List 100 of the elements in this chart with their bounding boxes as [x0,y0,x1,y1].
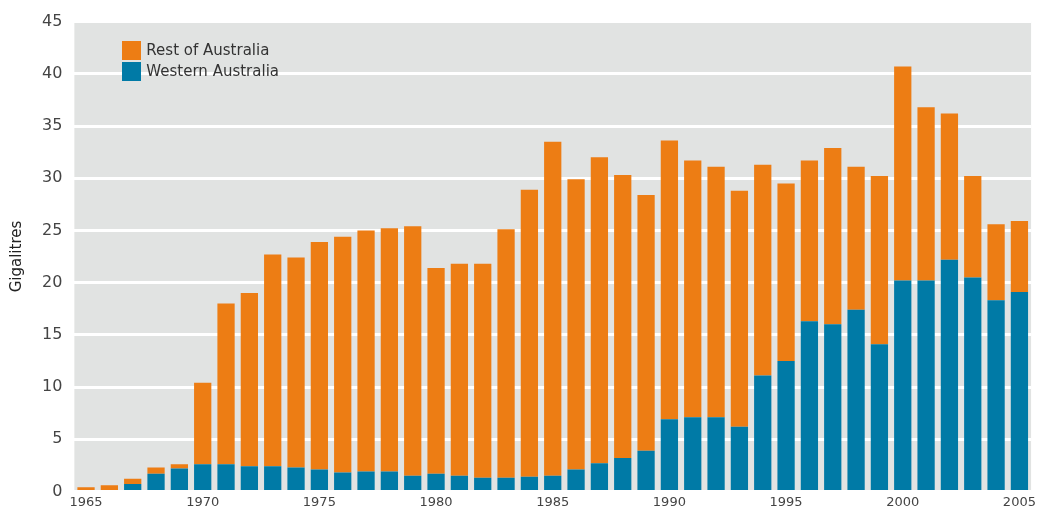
bar [894,66,912,281]
x-tick-label: 1985 [536,493,570,509]
bar [614,175,632,458]
x-tick-label: 2000 [886,493,920,509]
bar [497,229,515,478]
bar [707,417,725,490]
bar [287,257,305,468]
bar [777,360,795,490]
bar [474,477,492,490]
bar [404,226,422,476]
x-tick-label: 1970 [186,493,220,509]
bar [287,467,305,490]
bar [964,176,982,278]
bar [660,419,679,490]
bar [544,475,562,490]
bar [240,293,259,467]
bar [917,280,935,490]
legend-label: Western Australia [146,60,279,82]
bar [684,160,702,418]
bar [100,485,118,490]
bar [474,263,492,478]
y-tick-label: 35 [42,115,63,135]
bar [264,466,282,490]
bar [894,280,912,490]
bar [170,468,188,490]
bar [870,176,889,345]
bar [450,475,469,490]
bar [427,473,445,490]
y-tick-label: 10 [42,376,63,396]
bar [520,189,539,477]
bar [800,160,819,322]
bar [264,254,282,467]
bar [940,113,959,260]
bar [870,344,889,490]
bar [147,473,165,490]
bar [194,382,212,465]
bar [917,107,935,281]
y-tick-label: 25 [42,219,63,239]
bar [194,464,212,490]
legend-label: Rest of Australia [146,39,270,61]
bar [427,267,445,474]
bar [824,147,842,325]
bar [847,166,865,310]
bar [124,484,142,490]
bar [497,477,515,490]
bar [590,463,609,490]
bar [544,141,562,476]
bar [777,183,795,361]
bar [707,166,725,418]
bar [987,300,1005,490]
bar [1010,292,1029,490]
y-tick-label: 40 [42,62,63,82]
y-axis-title: Gigalitres [6,220,25,293]
bar [567,469,585,490]
bar [77,487,95,490]
bar [357,471,375,490]
bar [614,457,632,490]
bar [380,228,399,472]
x-tick-label: 1965 [69,493,103,509]
y-tick-label: 30 [42,167,63,187]
x-tick-label: 1995 [769,493,803,509]
y-tick-label: 20 [42,271,63,291]
bar [567,179,585,470]
bar [684,417,702,490]
bar [964,277,982,490]
bar [217,464,235,490]
bar [170,464,188,469]
bar [450,263,469,476]
bar [637,194,655,451]
bar [334,472,352,490]
x-tick-label: 1990 [652,493,686,509]
y-tick-label: 45 [42,10,63,30]
bar [334,236,352,473]
y-tick-label: 15 [42,323,63,343]
bar [847,309,865,490]
bar [404,475,422,490]
bar [124,478,142,485]
bar [754,375,772,490]
bar [754,164,772,376]
x-tick-label: 2005 [1002,493,1036,509]
bar [240,466,259,490]
bar [637,450,655,490]
bar [310,469,329,490]
bar [1010,221,1029,292]
bar [147,467,165,474]
bar [590,157,609,464]
bar [380,471,399,490]
bar [987,224,1005,301]
bar [940,259,959,490]
bar [824,324,842,490]
bar [520,476,539,490]
bar [730,190,749,427]
bar [310,241,329,470]
y-tick-label: 0 [52,480,63,500]
bar [357,230,375,472]
bar [660,140,679,420]
bar [217,303,235,465]
bar [730,426,749,490]
bar [800,321,819,490]
x-tick-label: 1980 [419,493,453,509]
